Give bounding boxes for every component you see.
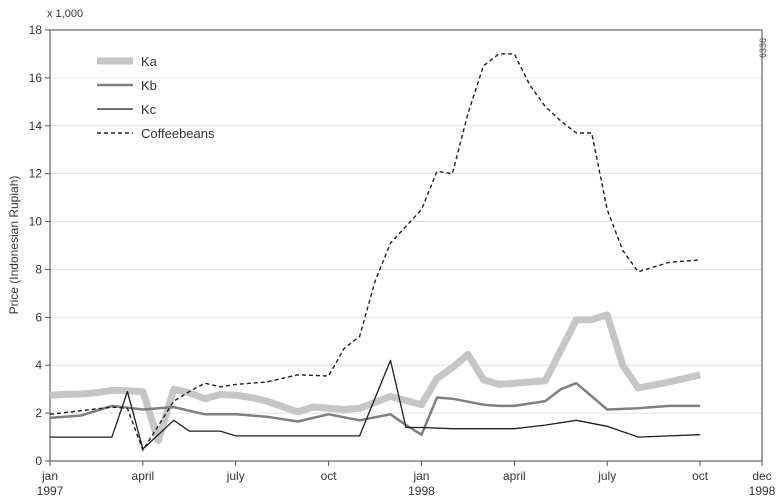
legend-label-coffeebeans: Coffeebeans [141, 126, 215, 141]
legend: Ka Kb Kc Coffeebeans [97, 54, 215, 141]
y-tick-label: 14 [29, 119, 43, 133]
series-line-kc [50, 359, 701, 450]
x-tick-label: april [132, 469, 155, 483]
y-tick-label: 12 [29, 167, 43, 181]
series-line-coffeebeans [49, 53, 701, 451]
grid [50, 29, 762, 462]
y-axis-label: Price (Indonesian Rupiah) [7, 176, 21, 315]
y-tick-label: 2 [35, 406, 42, 420]
legend-label-kb: Kb [141, 78, 157, 93]
legend-label-ka: Ka [141, 54, 158, 69]
y-tick-label: 4 [35, 358, 42, 372]
y-tick-label: 16 [29, 71, 43, 85]
unit-label: x 1,000 [47, 8, 83, 20]
series-lines [49, 53, 701, 451]
x-tick-label: oct [692, 469, 709, 483]
x-tick-label: july [226, 469, 245, 483]
x-tick-label: july [597, 469, 616, 483]
x-tick-label: dec [752, 469, 771, 483]
x-tick-label: oct [321, 469, 338, 483]
plot-frame [49, 29, 763, 462]
figure-code: 6336 [758, 38, 768, 58]
y-tick-label: 8 [35, 262, 42, 276]
series-line-kb [49, 381, 701, 436]
series-line-ka [49, 311, 701, 445]
x-tick-year-label: 1997 [37, 484, 64, 498]
x-tick-label: jan [41, 469, 58, 483]
y-tick-label: 10 [29, 215, 43, 229]
x-tick-label: jan [412, 469, 429, 483]
x-tick-year-label: 1998 [408, 484, 435, 498]
y-tick-label: 6 [35, 310, 42, 324]
x-tick-label: april [503, 469, 526, 483]
y-tick-label: 0 [35, 454, 42, 468]
y-tick-label: 18 [29, 23, 43, 37]
legend-label-kc: Kc [141, 102, 157, 117]
x-tick-year-label: 1998 [749, 484, 776, 498]
